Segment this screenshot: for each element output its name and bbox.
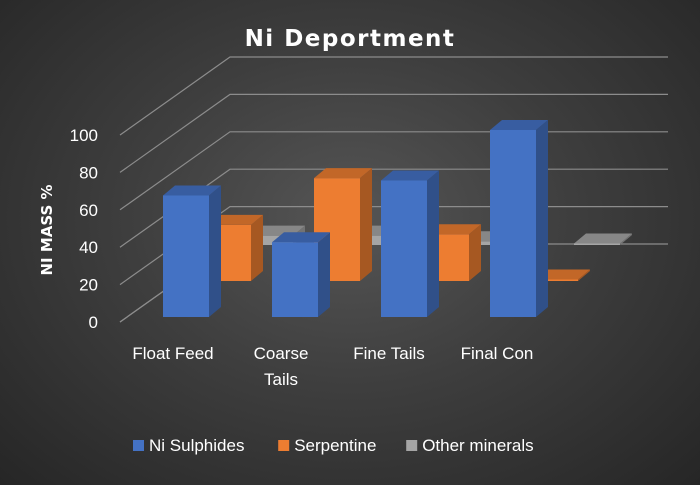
- bar-front: [490, 130, 536, 317]
- bar-top: [272, 232, 330, 243]
- bar-side: [469, 224, 481, 281]
- bar-side: [620, 233, 632, 245]
- x-tick-label: Fine Tails: [353, 344, 425, 363]
- bar-front: [574, 243, 620, 245]
- x-tick-label: Final Con: [461, 344, 534, 363]
- y-tick-label: 20: [79, 276, 98, 295]
- x-tick-label: Float Feed: [132, 344, 213, 363]
- bar-front: [465, 241, 511, 245]
- x-tick-label: Coarse: [254, 344, 309, 363]
- legend: Ni Sulphides Serpentine Other minerals: [133, 436, 534, 455]
- bar-front: [381, 180, 427, 317]
- bar: [381, 170, 439, 317]
- legend-swatch: [406, 440, 418, 451]
- y-tick-label: 60: [79, 201, 98, 220]
- bar: [272, 232, 330, 317]
- bar-top: [314, 168, 372, 179]
- bar-top: [574, 233, 632, 244]
- y-tick-label: 100: [70, 126, 98, 145]
- legend-entry: Ni Sulphides: [149, 436, 244, 455]
- y-tick-label: 80: [79, 163, 98, 182]
- gridline: [119, 56, 668, 136]
- x-tick-label: Tails: [264, 370, 298, 389]
- chart-title: Ni Deportment: [245, 26, 456, 52]
- bar-side: [578, 269, 590, 281]
- legend-entry: Other minerals: [422, 436, 533, 455]
- bar-side: [360, 168, 372, 281]
- bar-side: [318, 232, 330, 317]
- bar: [490, 120, 548, 317]
- bar-front: [163, 195, 209, 317]
- bar-side: [536, 120, 548, 317]
- legend-entry: Serpentine: [294, 436, 376, 455]
- x-axis-categories: Float Feed Coarse Tails Fine Tails Final Con: [132, 344, 533, 389]
- bar-front: [272, 242, 318, 317]
- bar-side: [427, 170, 439, 317]
- bar: [574, 233, 632, 245]
- y-tick-label: 40: [79, 238, 98, 257]
- bar-side: [251, 214, 263, 281]
- bar-front: [532, 279, 578, 281]
- bar-top: [163, 185, 221, 196]
- legend-swatch: [278, 440, 290, 451]
- gridline: [119, 93, 668, 173]
- y-tick-label: 0: [89, 313, 98, 332]
- y-axis-ticks: 0 20 40 60 80 100: [70, 126, 98, 332]
- plot-area: [163, 120, 632, 317]
- legend-swatch: [133, 440, 144, 451]
- bar-front: [247, 235, 293, 245]
- bar-top: [490, 120, 548, 130]
- bar-side: [209, 185, 221, 317]
- bar: [314, 168, 372, 281]
- bar-top: [381, 170, 439, 181]
- y-axis-label: NI MASS %: [38, 184, 56, 275]
- bar: [163, 185, 221, 317]
- bar-front: [356, 235, 402, 245]
